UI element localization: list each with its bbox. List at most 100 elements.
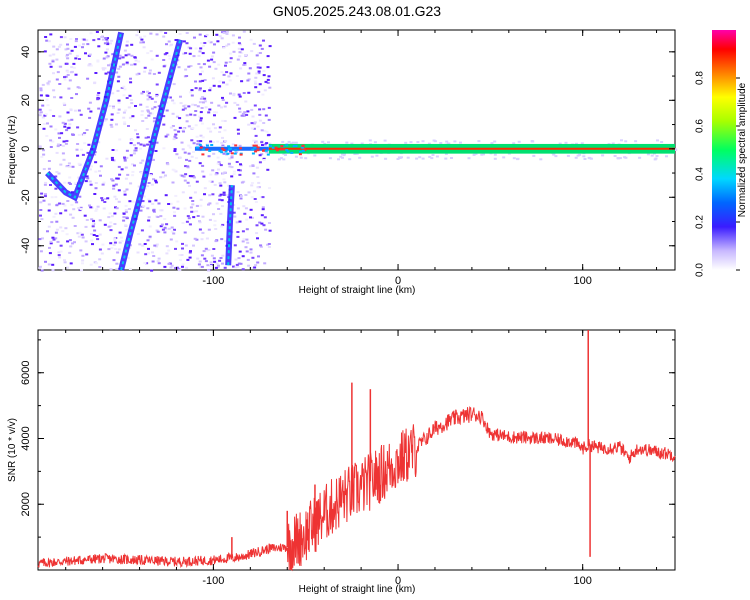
noise-pixel [179,259,182,262]
noise-pixel [214,266,218,269]
noise-pixel [213,43,216,46]
noise-pixel [203,257,207,260]
noise-pixel [252,139,256,142]
noise-pixel [110,113,114,116]
noise-pixel [39,94,43,97]
noise-pixel [158,230,162,233]
noise-pixel [152,211,156,213]
noise-pixel [237,169,241,172]
noise-pixel [86,77,90,80]
noise-pixel [258,161,262,164]
noise-pixel [406,156,410,159]
noise-pixel [646,153,650,156]
noise-pixel [102,181,106,184]
noise-pixel [198,73,202,76]
noise-pixel [39,214,42,217]
noise-pixel [251,216,254,219]
noise-pixel [375,154,379,157]
y-tick-label: 6000 [20,360,32,384]
noise-pixel [117,99,121,102]
noise-pixel [200,265,204,268]
noise-pixel [147,198,151,201]
noise-pixel [143,262,147,264]
noise-pixel [102,57,106,60]
noise-pixel [99,174,102,177]
noise-pixel [103,67,107,70]
noise-pixel [188,184,191,187]
noise-pixel [110,247,114,250]
noise-pixel [123,159,127,162]
noise-pixel [493,157,497,160]
noise-pixel [155,95,159,98]
noise-pixel [146,109,150,112]
noise-pixel [116,177,120,180]
noise-pixel [75,93,78,96]
noise-pixel [254,134,258,137]
noise-pixel [217,208,221,210]
noise-pixel [263,129,267,132]
noise-pixel [106,43,110,46]
tone-pixel [224,150,228,153]
noise-pixel [75,38,78,40]
noise-pixel [257,255,260,258]
noise-pixel [182,127,186,130]
noise-pixel [502,156,506,159]
noise-pixel [165,245,169,248]
noise-pixel [171,125,175,127]
noise-pixel [193,36,196,39]
x-tick-label: 0 [395,575,401,587]
tone-pixel [218,150,222,153]
noise-pixel [181,242,184,245]
noise-pixel [239,67,243,70]
noise-pixel [203,187,207,190]
noise-pixel [107,71,111,74]
noise-pixel [113,212,117,215]
noise-pixel [185,114,189,117]
noise-pixel [147,182,151,184]
noise-pixel [291,141,295,144]
noise-pixel [616,157,620,160]
noise-pixel [583,158,587,160]
noise-pixel [177,268,181,271]
noise-pixel [358,156,362,159]
noise-pixel [206,264,210,267]
noise-pixel [225,30,229,33]
noise-pixel [350,142,354,145]
noise-pixel [41,104,45,107]
noise-pixel [63,78,67,81]
noise-pixel [189,250,192,253]
noise-pixel [151,260,155,263]
noise-pixel [83,132,87,134]
noise-pixel [115,177,119,180]
noise-pixel [70,118,74,121]
noise-pixel [93,229,97,232]
noise-pixel [202,90,206,93]
noise-pixel [208,108,212,111]
noise-pixel [180,174,184,177]
noise-pixel [140,114,144,116]
noise-pixel [261,208,265,211]
noise-pixel [225,33,229,35]
noise-pixel [114,206,117,209]
noise-pixel [109,229,113,232]
noise-pixel [482,153,485,156]
noise-pixel [52,89,56,92]
noise-pixel [249,251,253,254]
chart-title: GN05.2025.243.08.01.G23 [273,3,441,19]
noise-pixel [123,190,127,193]
noise-pixel [138,36,142,39]
noise-pixel [195,180,199,183]
noise-pixel [618,157,622,160]
noise-pixel [42,127,46,130]
noise-pixel [203,79,207,81]
noise-pixel [253,266,257,269]
noise-pixel [49,146,53,148]
noise-pixel [131,163,135,166]
noise-pixel [41,237,44,240]
noise-pixel [191,175,195,178]
noise-pixel [66,57,70,60]
noise-pixel [656,139,659,142]
noise-pixel [219,212,223,215]
noise-pixel [582,155,586,158]
noise-pixel [72,208,76,211]
